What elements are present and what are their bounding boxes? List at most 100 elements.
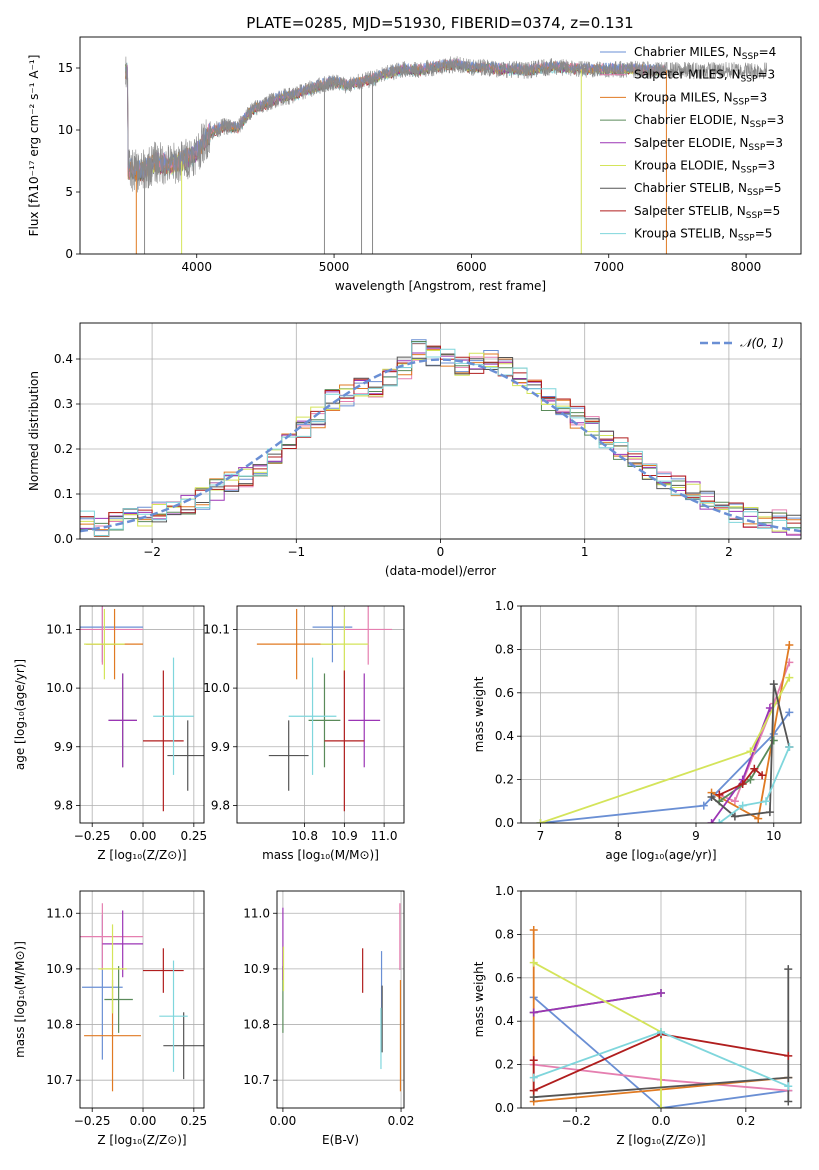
legend-entry-label: Kroupa MILES, NSSP=3 <box>634 90 767 107</box>
mass-weight-marker <box>738 801 747 810</box>
y-tick-label: 9.8 <box>54 798 73 812</box>
y-axis-label: Normed distribution <box>27 371 41 491</box>
mass-weight-marker <box>784 1073 793 1082</box>
y-tick-label: 0.8 <box>495 642 514 656</box>
mass-weight-marker <box>715 819 724 823</box>
x-tick-label: 4000 <box>181 260 212 274</box>
mass-weight-marker <box>715 790 724 799</box>
plot-area <box>124 56 767 254</box>
mass-weight-marker <box>738 779 747 788</box>
mass-weight-marker <box>785 673 794 682</box>
age-vs-mass-axes: 10.8 10.9 11.0 9.8 9.9 10.0 10.1 mass [log₁₀(M/… <box>203 605 405 862</box>
mass-weight-marker <box>529 1073 538 1082</box>
x-axis-label: Z [log₁₀(Z/Z⊙)] <box>616 1133 705 1147</box>
y-tick-label: 10.1 <box>203 622 230 636</box>
mass-weight-marker <box>746 775 755 784</box>
mass-weight-marker <box>762 797 770 806</box>
plot-area <box>80 606 204 812</box>
y-tick-label: 0.6 <box>495 971 514 985</box>
y-axis-label: Flux [fλ10⁻¹⁷ erg cm⁻² s⁻¹ A⁻¹] <box>27 55 41 237</box>
mass-weight-series-line <box>718 767 763 796</box>
legend-entry-label: Salpeter ELODIE, NSSP=3 <box>634 136 783 153</box>
x-tick-label: 7 <box>537 829 545 843</box>
mass-weight-marker <box>758 771 767 780</box>
y-tick-label: 0.0 <box>54 532 73 546</box>
y-tick-label: 10.0 <box>46 681 73 695</box>
legend-entry-label: Salpeter STELIB, NSSP=5 <box>634 204 780 221</box>
mass-weight-marker <box>707 819 716 823</box>
axes-frame <box>79 890 205 1109</box>
mass-weight-marker <box>784 1097 793 1106</box>
legend-gaussian-label: 𝒩(0, 1) <box>740 336 784 350</box>
axes-frame <box>79 605 205 824</box>
mass-weight-vs-age-axes: 7 8 9 10 0.0 0.2 0.4 0.6 0.8 1.0 age [log₁₀(age/yr… <box>472 599 802 862</box>
y-tick-label: 5 <box>65 185 73 199</box>
plot-area <box>80 339 801 537</box>
y-axis-label: mass weight <box>472 961 486 1037</box>
mass-weight-marker <box>529 958 538 967</box>
x-axis-label: wavelength [Angstrom, rest frame] <box>335 279 546 293</box>
y-tick-label: 0 <box>65 247 73 261</box>
mass-weight-marker <box>657 988 665 997</box>
mass-weight-marker <box>536 819 545 823</box>
legend-entry-label: Salpeter MILES, NSSP=3 <box>634 68 775 85</box>
x-tick-label: 11.0 <box>371 829 398 843</box>
mass-weight-marker <box>785 641 794 650</box>
mass-weight-marker <box>529 1056 538 1065</box>
mass-weight-series-line <box>533 996 789 1108</box>
mass-weight-series-line <box>718 662 791 803</box>
legend-entry-label: Chabrier MILES, NSSP=4 <box>634 45 776 62</box>
x-tick-label: 9 <box>692 829 700 843</box>
plot-area <box>529 926 793 1108</box>
legend-entry-label: Kroupa STELIB, NSSP=5 <box>634 227 772 244</box>
mass-weight-marker <box>730 797 739 806</box>
x-axis-label: E(B-V) <box>322 1133 359 1147</box>
x-tick-label: 10.9 <box>331 829 358 843</box>
mass-weight-marker <box>784 1082 793 1091</box>
y-tick-label: 10 <box>58 123 73 137</box>
y-tick-label: 1.0 <box>495 599 514 613</box>
x-tick-label: 1 <box>581 545 589 559</box>
mass-weight-marker <box>769 680 778 689</box>
y-axis-label: mass weight <box>472 676 486 752</box>
x-axis-label: age [log₁₀(age/yr)] <box>605 848 716 862</box>
x-tick-label: −0.25 <box>74 829 111 843</box>
mass-weight-marker <box>765 808 774 817</box>
y-axis-label: mass [log₁₀(M/M⊙)] <box>13 941 27 1058</box>
mass-weight-series-line <box>718 746 791 823</box>
mass-weight-marker <box>784 1051 793 1060</box>
mass-weight-marker <box>769 736 778 745</box>
mass-weight-series-line <box>533 969 790 1102</box>
x-tick-label: 0 <box>437 545 445 559</box>
axes-frame <box>79 322 802 540</box>
y-tick-label: 0.2 <box>495 1058 514 1072</box>
x-axis-label: mass [log₁₀(M/M⊙)] <box>262 848 379 862</box>
plot-area <box>256 606 393 812</box>
y-tick-label: 10.0 <box>203 681 230 695</box>
mass-weight-series-line <box>533 992 662 1014</box>
y-tick-label: 0.4 <box>54 352 73 366</box>
x-tick-label: 0.0 <box>651 1114 670 1128</box>
mass-weight-marker <box>699 801 708 810</box>
y-tick-label: 0.0 <box>495 1101 514 1115</box>
y-tick-label: 10.8 <box>243 1018 270 1032</box>
y-tick-label: 10.7 <box>243 1073 270 1087</box>
y-tick-label: 0.6 <box>495 686 514 700</box>
y-tick-label: 0.2 <box>54 442 73 456</box>
y-axis-label: age [log₁₀(age/yr)] <box>13 659 27 770</box>
mass-vs-Z-axes: −0.25 0.00 0.25 10.7 10.8 10.9 11.0 Z [log₁₀(Z/… <box>13 890 207 1147</box>
mass-weight-marker <box>785 708 794 717</box>
x-tick-label: 6000 <box>456 260 487 274</box>
x-tick-label: 10 <box>766 829 781 843</box>
legend-entry-label: Kroupa ELODIE, NSSP=3 <box>634 159 775 176</box>
axes-frame <box>236 605 405 824</box>
x-tick-label: 0.02 <box>388 1114 415 1128</box>
y-tick-label: 10.9 <box>243 962 270 976</box>
y-tick-label: 0.3 <box>54 397 73 411</box>
y-tick-label: 9.9 <box>54 740 73 754</box>
mass-weight-marker <box>657 1028 665 1037</box>
spectrum-observed-line <box>125 56 767 193</box>
y-tick-label: 10.9 <box>46 962 73 976</box>
y-tick-label: 15 <box>58 61 73 75</box>
y-tick-label: 0.1 <box>54 487 73 501</box>
